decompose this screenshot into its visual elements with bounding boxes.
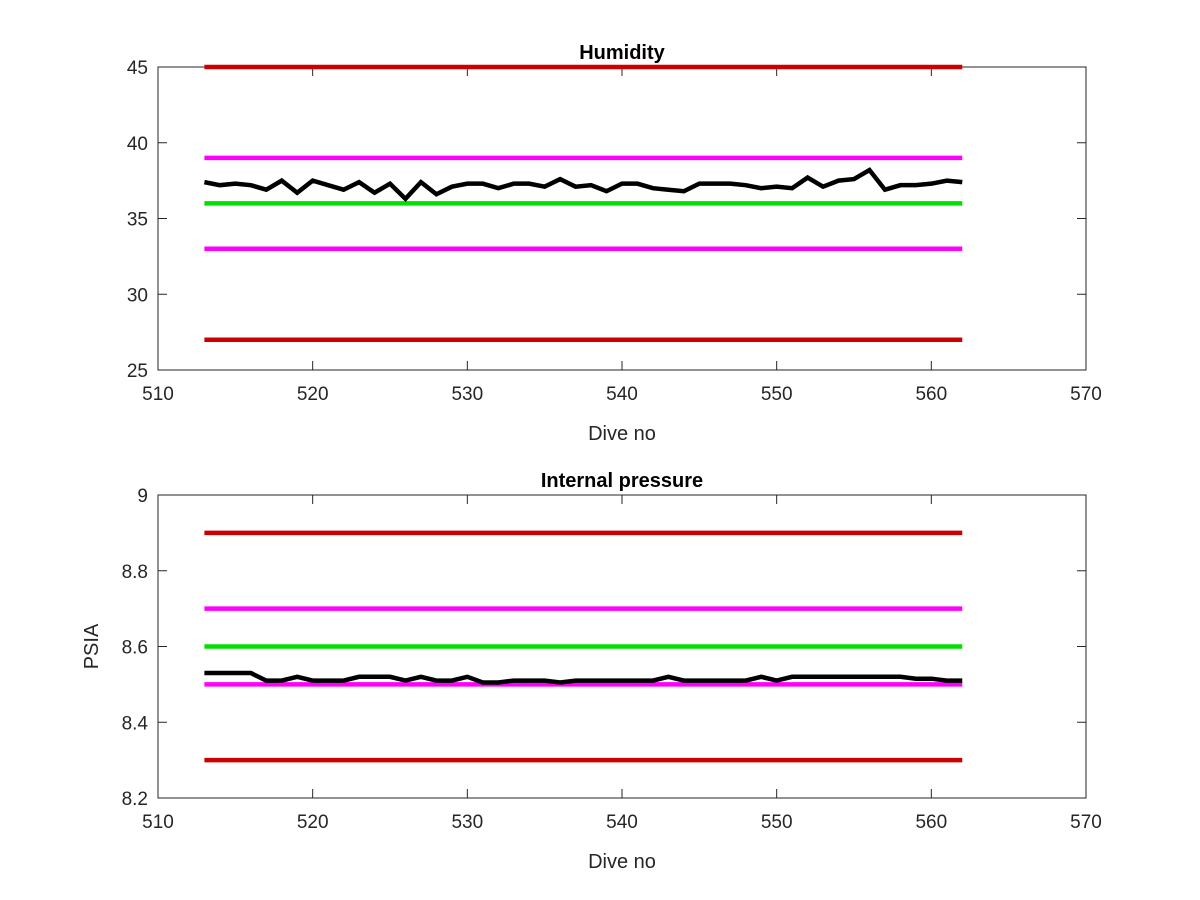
data-series-line xyxy=(203,167,963,203)
x-tick-label: 510 xyxy=(142,384,174,405)
plot-area xyxy=(157,66,1087,371)
x-tick-label: 540 xyxy=(606,384,638,405)
x-tick-label: 570 xyxy=(1070,812,1102,833)
x-tick-label: 530 xyxy=(451,812,483,833)
y-axis-label: PSIA xyxy=(81,623,103,669)
y-tick-label: 8.4 xyxy=(122,713,149,734)
x-tick-label: 560 xyxy=(915,384,947,405)
y-tick-label: 9 xyxy=(137,486,148,507)
x-tick-label: 540 xyxy=(606,812,638,833)
x-tick-label: 550 xyxy=(761,384,793,405)
x-tick-label: 520 xyxy=(297,384,329,405)
x-tick-label: 530 xyxy=(451,384,483,405)
y-tick-label: 35 xyxy=(127,210,148,231)
data-series-line xyxy=(204,670,963,685)
x-axis-label: Dive no xyxy=(588,851,656,873)
y-tick-label: 8.2 xyxy=(122,789,148,810)
y-tick-label: 30 xyxy=(127,285,148,306)
y-tick-label: 40 xyxy=(127,134,148,155)
y-tick-label: 45 xyxy=(127,58,148,79)
y-tick-label: 25 xyxy=(127,361,148,382)
x-axis-label: Dive no xyxy=(588,423,656,445)
y-tick-label: 8.8 xyxy=(122,562,148,583)
chart-2: 510 520 530 540 550 560 570 8.2 8.4 8.6 8.8 9 Intern… xyxy=(81,470,1102,873)
x-tick-label: 550 xyxy=(761,812,793,833)
chart-title: Humidity xyxy=(579,42,665,64)
chart-1: 510 520 530 540 550 560 570 25 30 35 40 45 Humidity D… xyxy=(127,42,1102,445)
x-tick-label: 560 xyxy=(915,812,947,833)
chart-title: Internal pressure xyxy=(541,470,703,492)
y-tick-label: 8.6 xyxy=(122,638,148,659)
x-tick-label: 570 xyxy=(1070,384,1102,405)
x-tick-label: 510 xyxy=(142,812,174,833)
x-tick-label: 520 xyxy=(297,812,329,833)
